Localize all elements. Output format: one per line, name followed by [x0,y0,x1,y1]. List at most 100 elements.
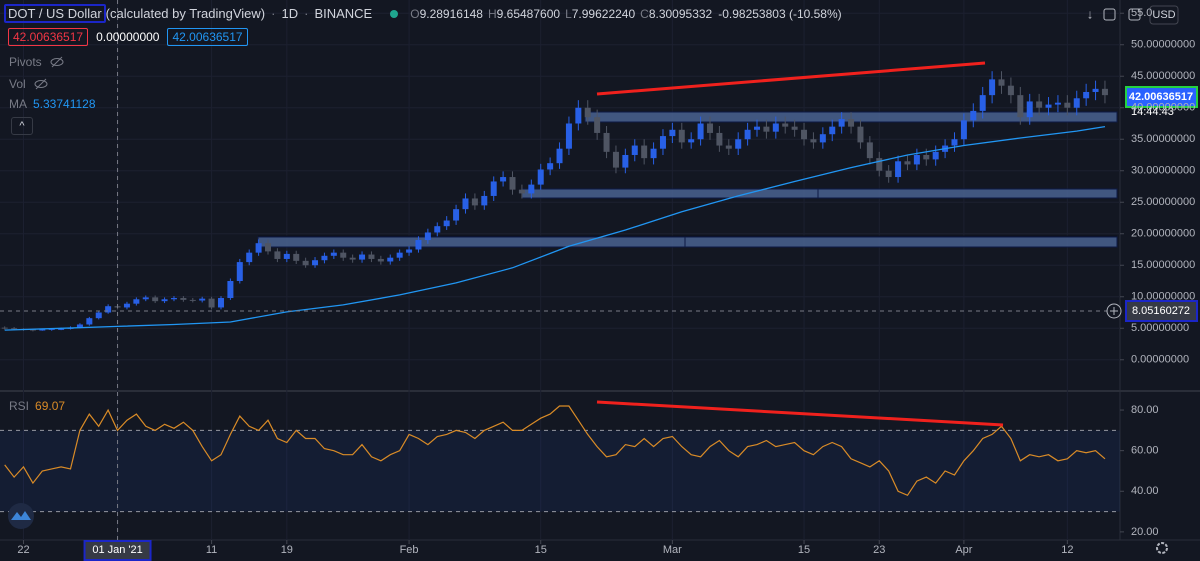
countdown: 14:44:43 [1131,106,1174,118]
logo[interactable] [8,503,34,529]
trend-line[interactable] [596,400,1004,427]
candle-body [650,148,657,159]
x-tick-label: 19 [281,544,293,556]
candle-body [810,139,817,143]
candle-body [293,253,300,261]
y-tick-label: 5.00000000 [1131,322,1189,334]
candle-body [377,258,384,262]
hidden-icon[interactable] [34,78,48,90]
market-status[interactable] [390,9,399,18]
candle-body [1,327,8,329]
candle-body [697,123,704,140]
candle-body [368,254,375,259]
currency-button[interactable] [1149,5,1179,25]
x-tick-label: Feb [400,544,419,556]
candle-body [989,79,996,96]
pivots-legend: Pivots [9,55,64,69]
candle-body [462,198,469,210]
y-tick-label: 20.00000000 [1131,228,1195,240]
candle-body [706,123,713,133]
y-tick-label: 30.00000000 [1131,165,1195,177]
candle-body [481,195,488,206]
candle-body [471,198,478,206]
indicator-values: 42.00636517 0.00000000 42.00636517 [8,28,248,46]
y-tick-label: 40.00 [1131,485,1159,497]
y-tick-label: 15.00000000 [1131,259,1195,271]
candle-body [1036,101,1043,108]
candle-body [500,177,507,182]
y-tick-label: 10.00000000 [1131,291,1195,303]
crosshair-price: 8.05160272 [1132,305,1190,317]
y-tick-label: 45.00000000 [1131,70,1195,82]
separator: · [271,6,276,21]
candle-body [1054,102,1061,105]
candle-body [246,252,253,263]
currency[interactable]: USD [1152,9,1175,21]
candle-body [48,328,55,330]
candle-body [754,126,761,130]
x-tick-label: 15 [798,544,810,556]
candle-body [453,209,460,221]
candle-body [1073,98,1080,108]
candle-body [612,151,619,168]
x-tick-label: Apr [955,544,972,556]
ohlc-value: 9.28916148 [419,6,483,21]
ma-value: 5.33741128 [33,97,96,111]
x-tick-label: 23 [873,544,885,556]
y-tick-label: 55.0 [1131,7,1152,19]
symbol[interactable]: DOT / US Dollar [4,4,106,23]
settings-button[interactable] [1156,542,1168,554]
candle-body [1026,101,1033,118]
last-price-tag [1125,86,1198,108]
rsi-legend: RSI 69.07 [9,399,65,413]
candle-body [152,297,159,302]
ma-legend: MA 5.33741128 [9,97,96,111]
candle-body [349,257,356,260]
candle-body [641,145,648,159]
candle-body [951,139,958,146]
candle-body [170,298,177,300]
candle-body [603,132,610,152]
candle-body [58,328,65,330]
candle-body [998,79,1005,86]
y-tick-label: 20.00 [1131,526,1159,538]
candle-body [142,297,149,300]
interval: 1D [281,6,299,21]
candle-body [678,129,685,143]
candle-body [406,249,413,253]
y-tick-label: 50.00000000 [1131,39,1195,51]
zone [521,188,1118,199]
candle-body [424,232,431,241]
candle-body [970,110,977,121]
candle-body [217,298,224,308]
indicator-value: 0.00000000 [96,30,160,44]
grid [0,0,1120,540]
candle-body [490,181,497,196]
rsi-band [0,430,1120,512]
candle-body [330,252,337,256]
candle-body [161,299,168,302]
candle-body [838,119,845,127]
collapse-button[interactable]: ^ [11,117,33,135]
candle-body [932,151,939,160]
maximize-button[interactable] [1128,8,1141,21]
rsi-line [4,405,1106,497]
crosshair-date-tag [83,540,152,561]
candle-body [227,281,234,299]
hidden-icon[interactable] [50,56,64,68]
candle-body [283,253,290,259]
trend-line[interactable] [596,61,986,96]
candle-body [86,318,93,325]
candle-body [725,145,732,149]
x-tick-label: 15 [535,544,547,556]
candle-body [76,324,83,328]
fullscreen-button[interactable] [1103,8,1116,21]
candle-body [312,260,319,266]
candle-body [763,126,770,132]
scroll-down-button[interactable]: ↓ [1087,6,1094,21]
candle-body [29,329,36,331]
candle-body [960,120,967,140]
ohlc-value: 8.30095332 [648,6,713,21]
